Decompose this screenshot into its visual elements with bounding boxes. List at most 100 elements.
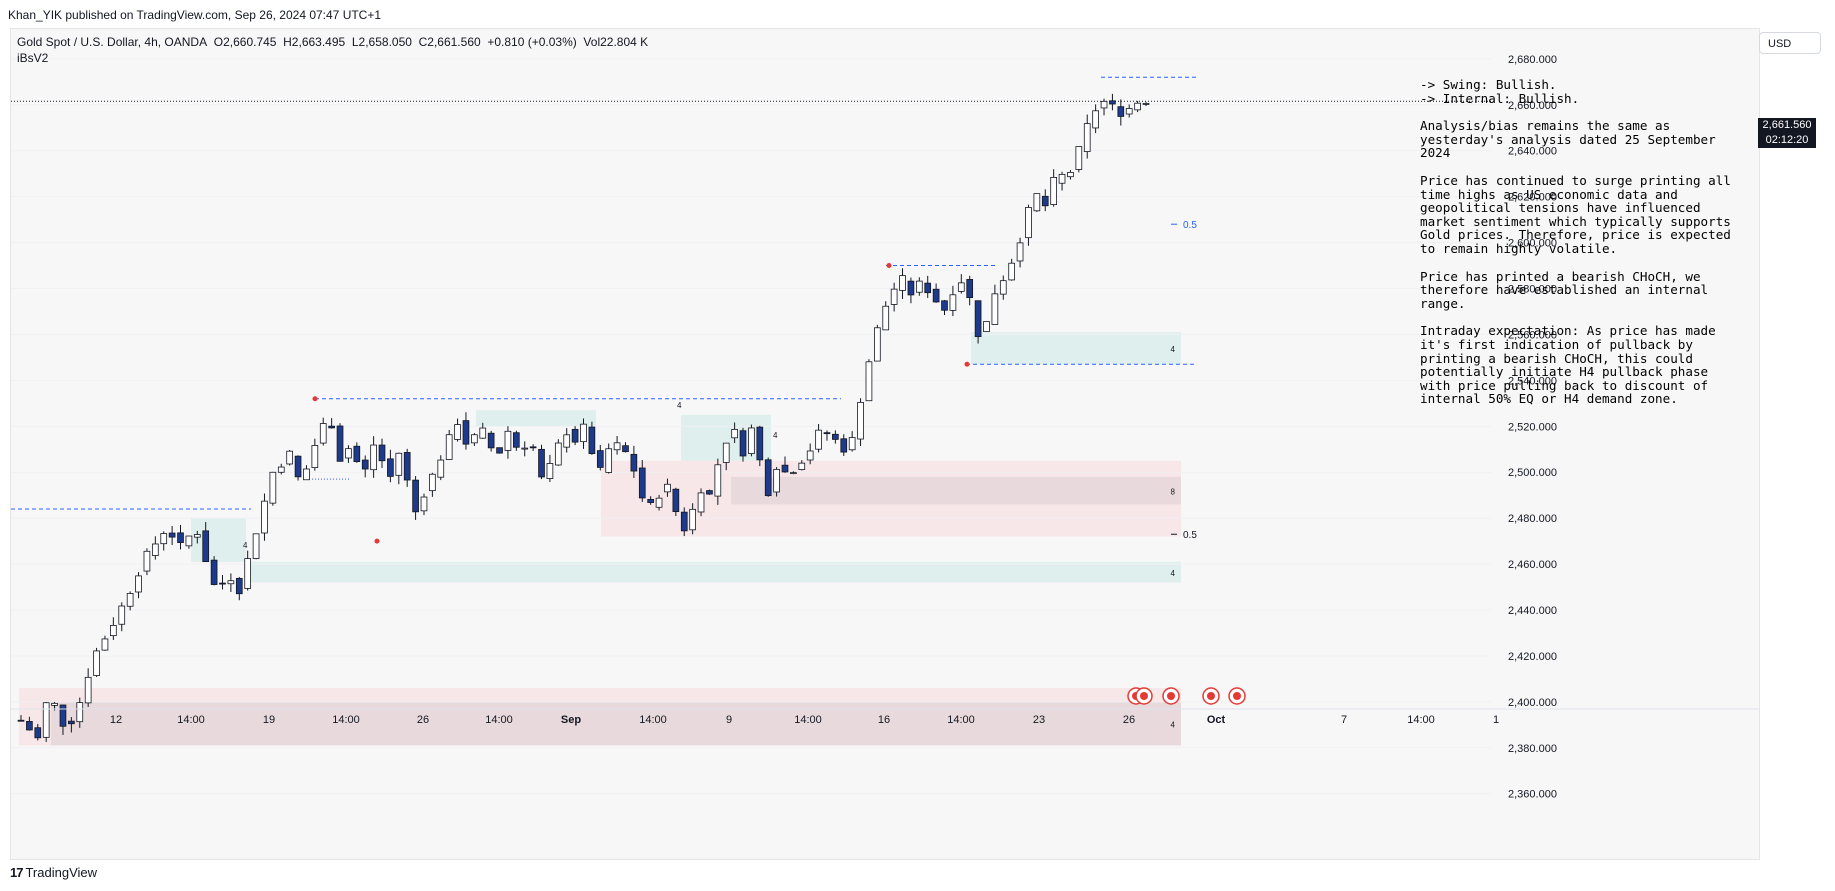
- x-tick-label: 14:00: [332, 714, 360, 726]
- candle: [848, 437, 856, 451]
- candle: [890, 288, 898, 305]
- candle: [840, 438, 848, 453]
- y-tick-label: 2,460.000: [1508, 559, 1557, 571]
- tradingview-logo[interactable]: 17 TradingView: [10, 865, 97, 880]
- candle: [185, 535, 193, 547]
- price-chart[interactable]: 4 4 8 4 0.5 0.5 4 4 4 2,680.000 2,660.000 2,640.000…: [11, 29, 1759, 859]
- candle: [546, 463, 554, 479]
- zone-label: 4: [1171, 569, 1176, 578]
- us-flag-icon: [1167, 692, 1175, 700]
- candle: [529, 446, 537, 449]
- swing-bias: -> Swing: Bullish.: [1420, 77, 1557, 92]
- candle: [554, 442, 562, 466]
- legend-change: +0.810 (+0.03%): [487, 35, 577, 49]
- candle: [286, 450, 293, 465]
- candle: [1117, 106, 1125, 117]
- candle: [143, 550, 151, 572]
- zone-demand: [191, 518, 246, 562]
- y-tick-label: 2,620.000: [1508, 192, 1557, 204]
- y-tick-label: 2,580.000: [1508, 284, 1557, 296]
- tradingview-brand: TradingView: [25, 865, 98, 880]
- y-tick-label: 2,560.000: [1508, 329, 1557, 341]
- candle: [697, 492, 705, 513]
- note-price-surge: Price has continued to surge printing al…: [1420, 172, 1731, 256]
- x-tick-label: 23: [1033, 714, 1045, 726]
- candle: [353, 445, 361, 463]
- candle: [227, 580, 235, 585]
- candle: [706, 490, 713, 495]
- candle: [714, 464, 722, 497]
- candle: [722, 442, 730, 463]
- candle: [135, 575, 142, 593]
- pivot-dot: [312, 396, 318, 402]
- zone-demand: [251, 561, 1181, 583]
- legend-volume: Vol22.804 K: [583, 35, 649, 49]
- candle: [672, 488, 680, 513]
- candle: [1033, 193, 1041, 212]
- x-tick-label: 14:00: [639, 714, 667, 726]
- pivot-dot: [374, 538, 380, 544]
- y-tick-label: 2,420.000: [1508, 651, 1557, 663]
- candle: [403, 452, 411, 481]
- y-tick-label: 2,600.000: [1508, 238, 1557, 250]
- candle: [790, 472, 797, 475]
- pivot-dot: [886, 263, 892, 269]
- candle: [915, 280, 923, 293]
- candle: [42, 702, 50, 738]
- candle: [588, 426, 596, 455]
- candle: [84, 676, 92, 704]
- indicator-label[interactable]: iBsV2: [17, 51, 49, 65]
- candle: [387, 458, 394, 477]
- current-price-tag: 2,661.560: [1758, 118, 1816, 133]
- currency-button[interactable]: USD: [1759, 32, 1821, 54]
- candle: [655, 497, 663, 508]
- candle: [59, 704, 67, 727]
- published-header: Khan_YIK published on TradingView.com, S…: [0, 0, 1835, 28]
- candle: [412, 479, 419, 513]
- candle: [764, 459, 772, 497]
- chart-area[interactable]: 4 4 8 4 0.5 0.5 4 4 4 2,680.000 2,660.000 2,640.000…: [10, 28, 1760, 860]
- us-flag-icon: [1140, 692, 1148, 700]
- zone-label: 8: [1171, 488, 1176, 497]
- candle: [983, 321, 990, 332]
- y-tick-label: 2,500.000: [1508, 467, 1557, 479]
- us-flag-icon: [1207, 692, 1215, 700]
- y-tick-label: 2,440.000: [1508, 605, 1557, 617]
- candle: [496, 447, 503, 454]
- candle: [193, 534, 201, 538]
- x-tick-label: 14:00: [1407, 714, 1435, 726]
- candle: [437, 459, 445, 478]
- candle: [328, 425, 335, 429]
- legend-low: L2,658.050: [351, 35, 412, 49]
- candle: [605, 448, 613, 473]
- zone-gray: [51, 701, 1181, 746]
- y-tick-label: 2,680.000: [1508, 54, 1557, 66]
- candle: [1008, 262, 1016, 281]
- candle: [1142, 103, 1150, 105]
- candle: [126, 593, 134, 607]
- eq-label-internal: 0.5: [1183, 220, 1197, 231]
- candle: [471, 434, 478, 444]
- candle: [395, 452, 403, 476]
- candle: [34, 727, 42, 739]
- candle: [487, 432, 495, 449]
- candle: [865, 361, 873, 402]
- y-tick-label: 2,660.000: [1508, 100, 1557, 112]
- candle: [110, 625, 117, 637]
- candle: [51, 702, 58, 706]
- candle: [991, 293, 999, 325]
- candle: [252, 533, 260, 559]
- candle: [538, 448, 545, 478]
- candle: [319, 423, 327, 444]
- candle: [76, 702, 84, 723]
- note-choch: Price has printed a bearish CHoCH, we th…: [1420, 268, 1709, 311]
- candle-countdown-tag: 02:12:20: [1758, 133, 1816, 148]
- legend-symbol[interactable]: Gold Spot / U.S. Dollar, 4h, OANDA: [17, 35, 208, 49]
- candle: [210, 559, 218, 585]
- x-tick-label: 9: [726, 714, 732, 726]
- x-tick-label: 26: [1123, 714, 1135, 726]
- candle: [974, 300, 982, 338]
- candle: [664, 483, 671, 493]
- candle: [739, 430, 747, 457]
- candle: [68, 720, 75, 725]
